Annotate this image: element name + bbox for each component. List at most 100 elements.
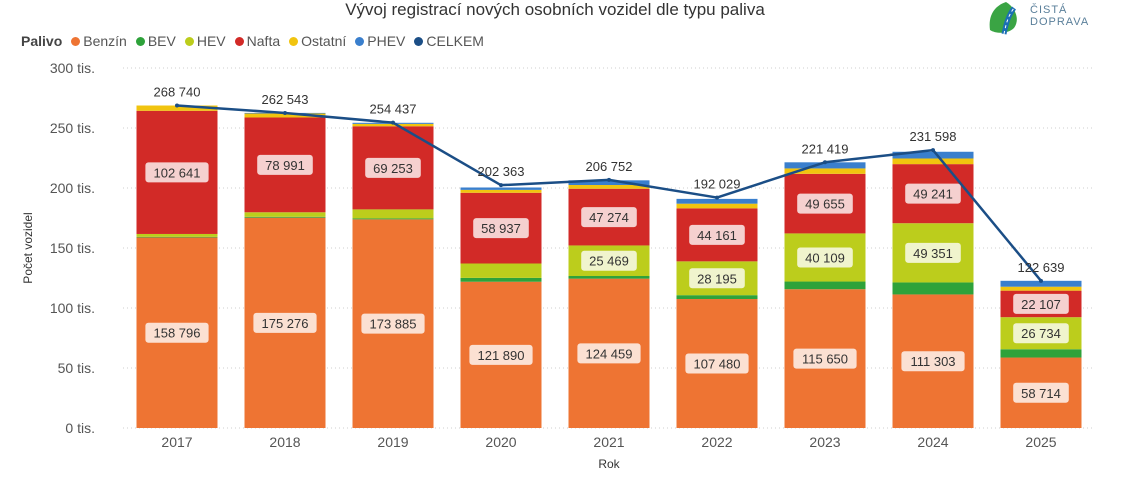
total-label: 262 543: [262, 92, 309, 107]
data-label-bg: [905, 242, 961, 263]
bar-segment[interactable]: [136, 105, 218, 111]
y-tick-label: 250 tis.: [50, 120, 95, 136]
data-label-bg: [905, 183, 961, 204]
total-label: 254 437: [370, 102, 417, 117]
y-axis-title: Počet vozidel: [21, 212, 35, 283]
legend-label: HEV: [196, 33, 226, 49]
data-label-bg: [577, 343, 641, 364]
data-label: 121 890: [478, 348, 525, 363]
bar-segment[interactable]: [460, 277, 542, 282]
bar-segment[interactable]: [784, 168, 866, 174]
data-label-bg: [145, 322, 209, 343]
legend-item-bev[interactable]: BEV: [135, 33, 176, 49]
data-label-bg: [257, 154, 313, 175]
legend-item-nafta[interactable]: Nafta: [234, 33, 281, 49]
bar-segment[interactable]: [352, 123, 434, 127]
data-label-bg: [581, 250, 637, 271]
data-label: 115 650: [802, 352, 848, 367]
data-label-bg: [469, 344, 533, 365]
data-label: 102 641: [154, 165, 201, 180]
data-label: 28 195: [697, 271, 737, 286]
data-label: 49 351: [913, 246, 953, 261]
bar-segment[interactable]: [676, 295, 758, 300]
y-tick-label: 0 tis.: [65, 420, 95, 436]
data-label-bg: [901, 351, 965, 372]
bar-segment[interactable]: [1000, 286, 1082, 291]
total-point: [607, 177, 611, 182]
legend-label: Benzín: [83, 33, 127, 49]
bar-segment[interactable]: [784, 162, 866, 169]
data-label: 175 276: [262, 316, 309, 331]
bar-segment[interactable]: [784, 281, 866, 290]
data-label: 40 109: [805, 250, 845, 265]
legend-dot-icon: [414, 36, 424, 46]
data-label-bg: [365, 157, 421, 178]
total-point: [1039, 278, 1043, 283]
data-label-bg: [145, 162, 209, 183]
bar-segment[interactable]: [568, 276, 650, 279]
x-tick-label: 2017: [161, 434, 192, 450]
data-label: 58 937: [481, 221, 521, 236]
total-point: [499, 183, 503, 188]
data-label-bg: [797, 193, 853, 214]
total-label: 206 752: [586, 159, 633, 174]
data-label-bg: [1013, 293, 1069, 314]
data-label: 26 734: [1021, 326, 1061, 341]
bar-segment[interactable]: [676, 198, 758, 204]
legend-item-ostatni[interactable]: Ostatní: [289, 33, 346, 49]
bar-segment[interactable]: [676, 203, 758, 209]
legend-label: BEV: [147, 33, 176, 49]
data-label-bg: [473, 218, 529, 239]
data-label: 58 714: [1021, 386, 1061, 401]
legend-label: Nafta: [246, 33, 281, 49]
bar-segment[interactable]: [244, 212, 326, 217]
bar-segment[interactable]: [892, 151, 974, 159]
bar-segment[interactable]: [244, 216, 326, 218]
bar-segment[interactable]: [244, 113, 326, 118]
legend-item-celkem[interactable]: CELKEM: [414, 33, 484, 49]
y-tick-label: 300 tis.: [50, 60, 95, 76]
bar-segment[interactable]: [1000, 349, 1082, 358]
x-tick-label: 2021: [593, 434, 624, 450]
total-point: [715, 195, 719, 200]
bar-segment[interactable]: [1000, 280, 1082, 287]
bar-segment[interactable]: [892, 158, 974, 165]
data-label: 25 469: [589, 254, 629, 269]
bar-segment[interactable]: [352, 218, 434, 220]
legend-label: PHEV: [367, 33, 406, 49]
bar-segment[interactable]: [136, 236, 218, 238]
bar-segment[interactable]: [460, 187, 542, 190]
bar-segment[interactable]: [352, 209, 434, 219]
total-label: 221 419: [802, 141, 849, 156]
legend-dot-icon: [289, 36, 299, 46]
total-label: 192 029: [694, 177, 741, 192]
bar-segment[interactable]: [568, 180, 650, 185]
x-tick-label: 2020: [485, 434, 516, 450]
bar-segment[interactable]: [460, 189, 542, 193]
legend-dot-icon: [355, 36, 365, 46]
data-label: 49 241: [913, 187, 953, 202]
total-point: [823, 160, 827, 165]
total-label: 231 598: [910, 129, 957, 144]
x-tick-label: 2024: [917, 434, 948, 450]
total-label: 202 363: [478, 164, 525, 179]
data-label: 173 885: [370, 317, 417, 332]
total-label: 122 639: [1018, 260, 1065, 275]
chart-title: Vývoj registrací nových osobních vozidel…: [345, 0, 765, 19]
total-point: [175, 103, 179, 108]
data-label: 124 459: [586, 346, 633, 361]
legend-item-benzin[interactable]: Benzín: [71, 33, 127, 49]
bar-segment[interactable]: [136, 233, 218, 237]
legend-item-phev[interactable]: PHEV: [355, 33, 405, 49]
legend-dot-icon: [234, 36, 244, 46]
bar-segment[interactable]: [568, 184, 650, 189]
data-label: 69 253: [373, 161, 413, 176]
leaf-road-icon: [989, 2, 1017, 35]
logo-line-1: ČISTÁ: [1030, 4, 1068, 16]
bar-segment[interactable]: [460, 263, 542, 278]
cista-doprava-logo: ČISTÁ DOPRAVA: [986, 0, 1089, 36]
legend-item-hev[interactable]: HEV: [184, 33, 226, 49]
data-label-bg: [797, 247, 853, 268]
bar-segment[interactable]: [892, 282, 974, 295]
data-label: 22 107: [1021, 297, 1061, 312]
